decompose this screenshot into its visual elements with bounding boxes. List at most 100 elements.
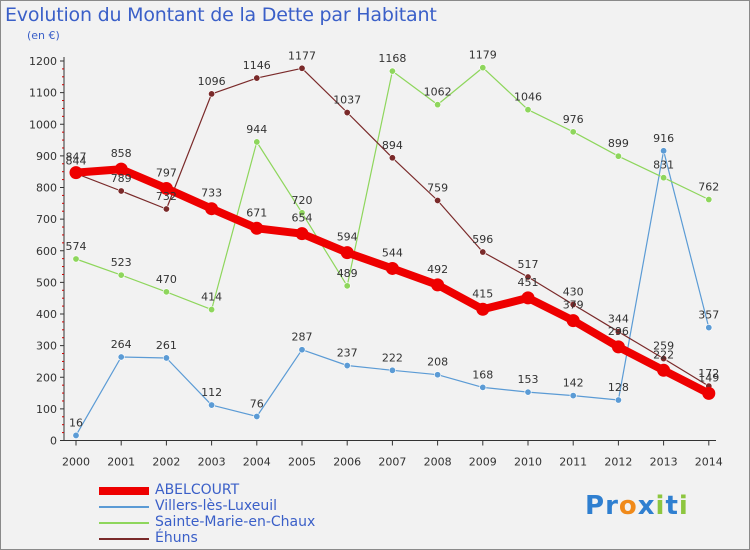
logo-letter: t bbox=[665, 491, 679, 521]
data-label-abelcourt: 415 bbox=[472, 287, 493, 300]
x-tick-label: 2000 bbox=[62, 456, 90, 469]
axes: 0 100 200 300 400 500 600 700 800 900 1000 1100 1200… bbox=[29, 55, 723, 469]
data-label-villers-le-s-luxeuil: 287 bbox=[292, 331, 313, 344]
data-label-villers-le-s-luxeuil: 142 bbox=[563, 377, 584, 390]
x-tick-label: 2012 bbox=[604, 456, 632, 469]
x-tick-label: 2008 bbox=[424, 456, 452, 469]
data-point-villers-le-s-luxeuil bbox=[434, 371, 442, 379]
data-point-sainte-marie-en-chaux bbox=[343, 282, 351, 290]
legend-swatch-ehuns bbox=[99, 538, 149, 540]
data-label-villers-le-s-luxeuil: 16 bbox=[69, 416, 83, 429]
data-point-e-huns bbox=[434, 196, 442, 204]
data-point-sainte-marie-en-chaux bbox=[524, 106, 532, 114]
x-tick-label: 2006 bbox=[333, 456, 361, 469]
data-point-villers-le-s-luxeuil bbox=[569, 392, 577, 400]
data-point-sainte-marie-en-chaux bbox=[705, 196, 713, 204]
data-label-sainte-marie-en-chaux: 489 bbox=[337, 267, 358, 280]
data-point-e-huns bbox=[569, 301, 577, 309]
logo-letter: r bbox=[605, 491, 619, 521]
data-label-sainte-marie-en-chaux: 899 bbox=[608, 137, 629, 150]
data-label-sainte-marie-en-chaux: 1168 bbox=[378, 52, 406, 65]
data-point-e-huns bbox=[208, 90, 216, 98]
data-label-e-huns: 430 bbox=[563, 286, 584, 299]
data-point-villers-le-s-luxeuil bbox=[479, 383, 487, 391]
x-tick-label: 2004 bbox=[243, 456, 271, 469]
data-label-villers-le-s-luxeuil: 222 bbox=[382, 351, 403, 364]
y-tick-label: 600 bbox=[36, 245, 57, 258]
data-label-e-huns: 1177 bbox=[288, 49, 316, 62]
data-label-e-huns: 517 bbox=[518, 258, 539, 271]
data-point-sainte-marie-en-chaux bbox=[434, 101, 442, 109]
data-point-villers-le-s-luxeuil bbox=[343, 362, 351, 370]
x-tick-label: 2014 bbox=[695, 456, 723, 469]
data-label-e-huns: 844 bbox=[66, 155, 87, 168]
data-label-e-huns: 1096 bbox=[198, 75, 226, 88]
x-tick-label: 2007 bbox=[378, 456, 406, 469]
data-label-e-huns: 259 bbox=[653, 340, 674, 353]
y-tick-label: 1000 bbox=[29, 118, 57, 131]
data-point-abelcourt bbox=[702, 386, 716, 400]
x-tick-label: 2009 bbox=[469, 456, 497, 469]
data-point-e-huns bbox=[343, 109, 351, 117]
data-label-villers-le-s-luxeuil: 208 bbox=[427, 356, 448, 369]
data-label-sainte-marie-en-chaux: 1062 bbox=[424, 86, 452, 99]
logo-letter: i bbox=[678, 491, 689, 521]
y-tick-label: 400 bbox=[36, 308, 57, 321]
data-label-abelcourt: 858 bbox=[111, 147, 132, 160]
legend-label-ehuns: Éhuns bbox=[155, 530, 198, 546]
data-point-abelcourt bbox=[295, 227, 309, 241]
data-label-villers-le-s-luxeuil: 261 bbox=[156, 339, 177, 352]
y-tick-label: 900 bbox=[36, 150, 57, 163]
data-label-abelcourt: 222 bbox=[653, 348, 674, 361]
data-point-abelcourt bbox=[566, 314, 580, 328]
data-point-sainte-marie-en-chaux bbox=[614, 152, 622, 160]
data-label-sainte-marie-en-chaux: 1046 bbox=[514, 91, 542, 104]
data-label-sainte-marie-en-chaux: 720 bbox=[292, 194, 313, 207]
legend-label-sainte-marie: Sainte-Marie-en-Chaux bbox=[155, 514, 316, 530]
data-point-villers-le-s-luxeuil bbox=[208, 401, 216, 409]
data-label-abelcourt: 671 bbox=[246, 206, 267, 219]
data-label-e-huns: 789 bbox=[111, 172, 132, 185]
data-point-sainte-marie-en-chaux bbox=[388, 67, 396, 75]
y-tick-label: 500 bbox=[36, 276, 57, 289]
data-labels: 16 264 261 112 76 287 237 222 208 168 153 142 128 916… bbox=[66, 49, 720, 430]
data-point-abelcourt bbox=[159, 181, 173, 195]
data-label-sainte-marie-en-chaux: 944 bbox=[246, 123, 267, 136]
x-tick-label: 2003 bbox=[198, 456, 226, 469]
data-point-e-huns bbox=[162, 205, 170, 213]
data-point-e-huns bbox=[388, 154, 396, 162]
data-point-abelcourt bbox=[385, 261, 399, 275]
chart-title: Evolution du Montant de la Dette par Hab… bbox=[5, 4, 437, 26]
data-point-e-huns bbox=[524, 273, 532, 281]
unit-label: (en €) bbox=[27, 29, 60, 42]
data-label-abelcourt: 492 bbox=[427, 263, 448, 276]
logo-letter: i bbox=[655, 491, 666, 521]
x-tick-label: 2010 bbox=[514, 456, 542, 469]
data-point-abelcourt bbox=[657, 363, 671, 377]
y-tick-label: 100 bbox=[36, 403, 57, 416]
data-label-sainte-marie-en-chaux: 1179 bbox=[469, 49, 497, 62]
data-point-villers-le-s-luxeuil bbox=[388, 366, 396, 374]
data-point-abelcourt bbox=[611, 340, 625, 354]
proxiti-logo: Proxiti bbox=[585, 491, 689, 521]
data-label-abelcourt: 451 bbox=[518, 276, 539, 289]
data-point-villers-le-s-luxeuil bbox=[72, 431, 80, 439]
logo-letter: P bbox=[585, 491, 606, 521]
data-label-sainte-marie-en-chaux: 470 bbox=[156, 273, 177, 286]
y-tick-label: 700 bbox=[36, 213, 57, 226]
data-point-villers-le-s-luxeuil bbox=[524, 388, 532, 396]
data-point-abelcourt bbox=[205, 202, 219, 216]
data-label-villers-le-s-luxeuil: 112 bbox=[201, 386, 222, 399]
data-point-sainte-marie-en-chaux bbox=[479, 64, 487, 72]
data-label-sainte-marie-en-chaux: 523 bbox=[111, 256, 132, 269]
data-label-abelcourt: 544 bbox=[382, 246, 403, 259]
data-label-sainte-marie-en-chaux: 414 bbox=[201, 291, 222, 304]
data-label-villers-le-s-luxeuil: 76 bbox=[250, 397, 264, 410]
data-point-abelcourt bbox=[69, 166, 83, 180]
legend-swatch-abelcourt bbox=[99, 487, 149, 495]
legend-label-villers: Villers-lès-Luxeuil bbox=[155, 498, 278, 514]
data-point-abelcourt bbox=[521, 291, 535, 305]
y-tick-label: 800 bbox=[36, 182, 57, 195]
